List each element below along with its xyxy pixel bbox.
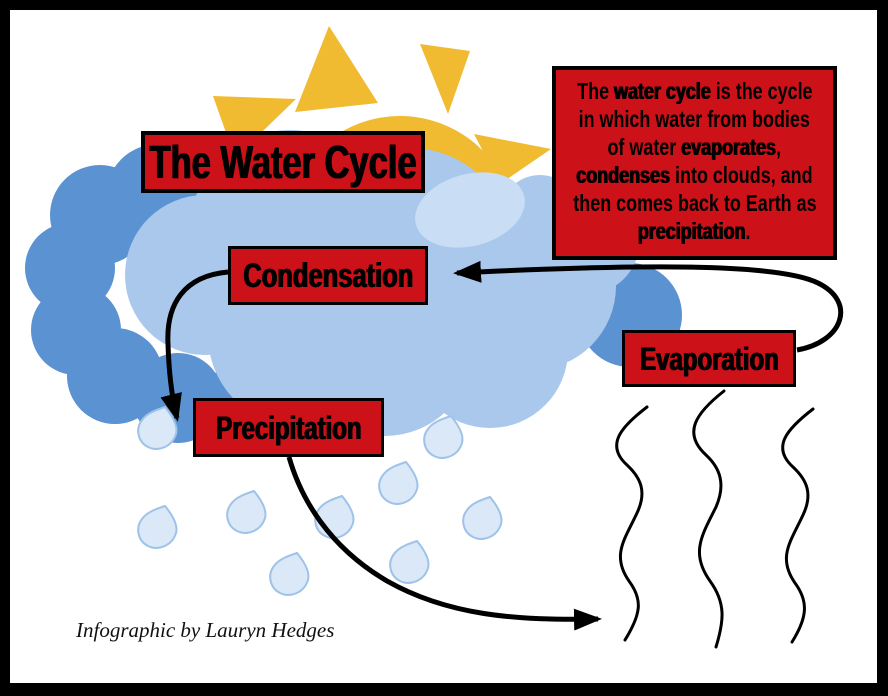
raindrop-icon <box>269 551 310 596</box>
title-box: The Water Cycle <box>141 131 425 193</box>
raindrop-icon <box>226 489 267 534</box>
condensation-label-box: Condensation <box>228 246 428 305</box>
raindrop-icon <box>462 495 503 540</box>
credit-text: Infographic by Lauryn Hedges <box>76 618 335 642</box>
precipitation-label: Precipitation <box>215 409 362 446</box>
arrow-evaporation-to-condensation-icon <box>453 260 844 353</box>
raindrop-icon <box>389 539 430 584</box>
description-line: The water cycle is the cycle <box>576 78 813 104</box>
description-line: precipitation. <box>638 218 751 244</box>
cloud-highlight <box>415 172 525 248</box>
arrow-condensation-to-precipitation-icon <box>160 269 229 422</box>
wave-line-icon <box>692 389 726 649</box>
raindrop-icon <box>423 414 464 459</box>
condensation-label: Condensation <box>243 256 414 295</box>
description-line: condenses into clouds, and <box>576 162 813 188</box>
description-box: The water cycle is the cycle in which wat… <box>552 66 837 260</box>
raindrop-icon <box>314 494 355 539</box>
description-line: then comes back to Earth as <box>572 190 817 216</box>
page-title: The Water Cycle <box>149 136 417 188</box>
evaporation-label: Evaporation <box>639 340 779 377</box>
evaporation-label-box: Evaporation <box>622 330 796 387</box>
description-line: in which water from bodies <box>578 106 811 132</box>
arrow-precipitation-to-collection-icon <box>286 456 602 631</box>
raindrop-icon <box>137 504 178 549</box>
wave-line-icon <box>615 405 649 642</box>
wave-lines-icon <box>615 389 815 649</box>
description-text: The water cycle is the cycle in which wat… <box>556 77 833 245</box>
raindrop-icon <box>378 460 419 505</box>
wave-line-icon <box>781 407 815 644</box>
raindrops-icon <box>137 405 503 596</box>
precipitation-label-box: Precipitation <box>193 398 384 457</box>
description-line: of water evaporates, <box>607 134 782 160</box>
